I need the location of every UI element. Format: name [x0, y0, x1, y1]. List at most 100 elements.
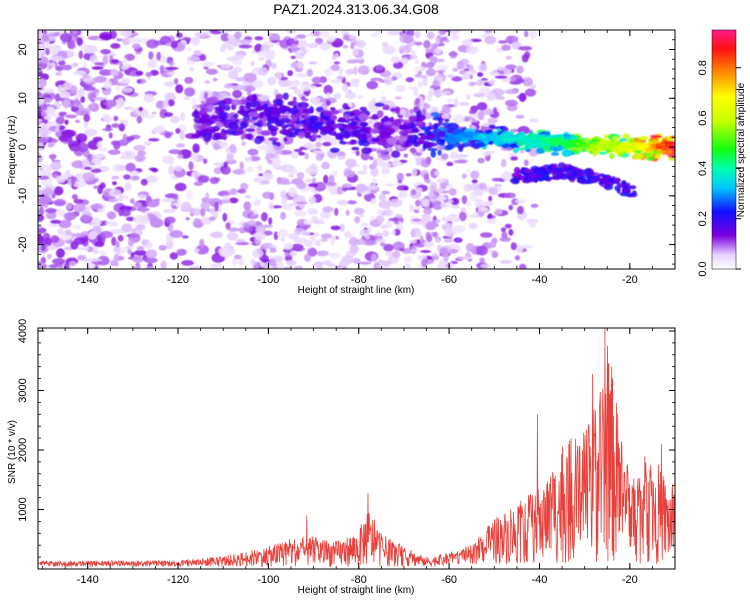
heatmap-cell	[222, 195, 230, 200]
heatmap-cell	[446, 74, 455, 79]
heatmap-cell	[269, 157, 280, 161]
heatmap-cell	[345, 158, 357, 168]
heatmap-cell	[660, 146, 670, 151]
heatmap-cell	[160, 260, 167, 269]
heatmap-cell	[504, 99, 518, 107]
heatmap-cell	[513, 176, 519, 184]
heatmap-cell	[227, 227, 240, 232]
heatmap-cell	[287, 233, 300, 240]
heatmap-cell	[280, 237, 286, 242]
heatmap-cell	[503, 192, 516, 199]
heatmap-cell	[438, 92, 448, 96]
heatmap-cell	[560, 175, 568, 180]
heatmap-cell	[169, 230, 184, 238]
heatmap-cell	[282, 92, 289, 101]
heatmap-cell	[316, 135, 322, 139]
heatmap-cell	[320, 112, 325, 120]
heatmap-cell	[228, 122, 239, 130]
heatmap-cell	[123, 106, 134, 110]
heatmap-cell	[443, 222, 453, 227]
heatmap-cell	[508, 229, 514, 236]
heatmap-cell	[468, 109, 477, 115]
heatmap-cell	[369, 156, 374, 161]
heatmap-cell	[136, 115, 143, 124]
heatmap-cell	[313, 121, 322, 129]
heatmap-cell	[353, 66, 358, 75]
heatmap-cell	[102, 116, 113, 123]
heatmap-cell	[650, 134, 662, 139]
heatmap-cell	[518, 46, 533, 51]
heatmap-cell	[399, 109, 407, 115]
heatmap-cell	[634, 150, 642, 154]
heatmap-cell	[441, 113, 450, 120]
heatmap-cell	[38, 225, 43, 229]
heatmap-cell	[333, 92, 342, 100]
heatmap-cell	[176, 32, 183, 39]
heatmap-cell	[423, 40, 431, 49]
heatmap-cell	[476, 78, 483, 87]
heatmap-cell	[117, 197, 124, 202]
heatmap-cell	[536, 173, 543, 178]
heatmap-cell	[188, 161, 194, 171]
heatmap-cell	[138, 194, 147, 199]
heatmap-cell	[333, 61, 341, 65]
heatmap-cell	[191, 171, 200, 177]
heatmap-cell	[311, 134, 317, 140]
heatmap-cell	[275, 71, 283, 80]
heatmap-cell	[315, 141, 322, 148]
heatmap-cell	[78, 50, 84, 59]
heatmap-cell	[113, 115, 119, 121]
heatmap-cell	[193, 50, 202, 57]
heatmap-cell	[458, 146, 464, 152]
heatmap-cell	[294, 265, 303, 269]
snr-x-axis-label: Height of straight line (km)	[298, 585, 415, 596]
heatmap-cell	[64, 119, 69, 125]
heatmap-cell	[71, 62, 79, 67]
heatmap-cell	[135, 51, 142, 55]
heatmap-cell	[50, 153, 55, 161]
heatmap-cell	[47, 143, 54, 148]
heatmap-cell	[91, 217, 102, 227]
heatmap-cell	[415, 199, 421, 207]
heatmap-cell	[390, 107, 397, 112]
heatmap-cell	[233, 168, 246, 175]
heatmap-cell	[470, 170, 480, 179]
heatmap-cell	[163, 208, 172, 213]
heatmap-cell	[225, 43, 235, 47]
heatmap-cell	[113, 254, 119, 263]
heatmap-cell	[447, 133, 454, 139]
heatmap-cell	[409, 109, 414, 114]
heatmap-cell	[284, 255, 293, 262]
heatmap-cell	[272, 140, 277, 146]
heatmap-cell	[71, 30, 79, 35]
heatmap-cell	[241, 141, 246, 146]
heatmap-cell	[234, 254, 242, 260]
heatmap-cell	[587, 176, 597, 180]
heatmap-cell	[199, 238, 205, 249]
heatmap-cell	[38, 56, 49, 65]
x-tick-label: -140	[77, 274, 99, 286]
heatmap-cell	[323, 116, 331, 121]
heatmap-cell	[43, 103, 48, 111]
heatmap-cell	[376, 138, 389, 146]
heatmap-cell	[202, 61, 215, 67]
heatmap-cell	[256, 248, 262, 253]
heatmap-cell	[305, 33, 314, 37]
heatmap-cell	[72, 70, 87, 76]
heatmap-cell	[351, 146, 360, 151]
heatmap-cell	[119, 156, 127, 160]
heatmap-cell	[449, 217, 461, 223]
heatmap-cell	[361, 147, 372, 155]
colorbar-ticks: 0.0 0.2 0.4 0.6 0.8	[697, 60, 741, 277]
heatmap-cell	[365, 235, 370, 240]
heatmap-cell	[72, 224, 81, 230]
heatmap-cell	[89, 54, 99, 64]
heatmap-cell	[112, 181, 117, 186]
heatmap-cell	[159, 65, 165, 75]
heatmap-cell	[515, 199, 527, 204]
heatmap-cell	[85, 262, 96, 269]
heatmap-cell	[283, 79, 293, 87]
heatmap-cell	[227, 34, 236, 40]
spectrogram-y-axis-label: Frequency (Hz)	[7, 116, 18, 185]
heatmap-cell	[501, 231, 508, 239]
